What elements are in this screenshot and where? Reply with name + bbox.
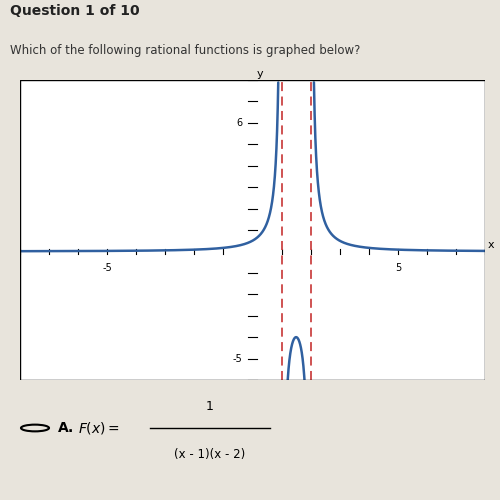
Text: -5: -5 <box>232 354 242 364</box>
Text: (x - 1)(x - 2): (x - 1)(x - 2) <box>174 448 246 461</box>
Text: A.: A. <box>58 421 74 435</box>
Text: 6: 6 <box>236 118 242 128</box>
Text: 1: 1 <box>206 400 214 413</box>
Text: x: x <box>488 240 494 250</box>
Text: y: y <box>256 69 263 79</box>
Text: Which of the following rational functions is graphed below?: Which of the following rational function… <box>10 44 360 57</box>
Text: 5: 5 <box>394 263 401 273</box>
Text: Question 1 of 10: Question 1 of 10 <box>10 4 140 18</box>
Text: -5: -5 <box>102 263 112 273</box>
Text: $F(x)=$: $F(x)=$ <box>78 420 120 436</box>
